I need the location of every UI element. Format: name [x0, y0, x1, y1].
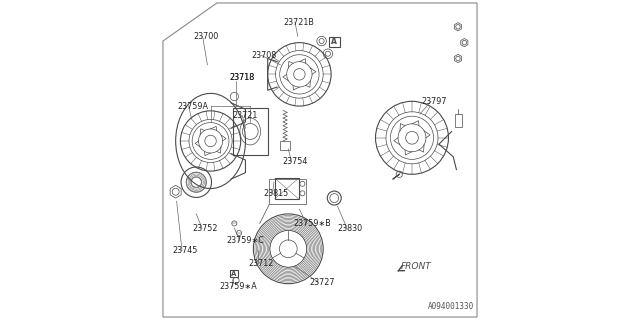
Text: 23727: 23727 [309, 278, 334, 287]
Text: 23718: 23718 [230, 73, 255, 82]
Text: 23759∗C: 23759∗C [227, 236, 264, 245]
Text: 23754: 23754 [282, 157, 307, 166]
Text: A: A [231, 271, 237, 276]
Text: A094001330: A094001330 [428, 302, 474, 311]
Text: 23721B: 23721B [284, 18, 314, 27]
Text: 23797: 23797 [422, 97, 447, 106]
Bar [269, 179, 306, 204]
Bar [280, 141, 290, 150]
Text: 23721: 23721 [233, 111, 258, 120]
Text: 23708: 23708 [252, 51, 277, 60]
Text: 23752: 23752 [193, 224, 218, 233]
Text: 23700: 23700 [193, 32, 218, 41]
Text: 23745: 23745 [173, 246, 198, 255]
Bar [275, 178, 299, 199]
Text: 23759∗A: 23759∗A [219, 282, 257, 292]
Text: A: A [332, 37, 337, 46]
Bar [328, 37, 340, 47]
Text: 23830: 23830 [337, 224, 363, 233]
Text: 23759∗B: 23759∗B [293, 219, 331, 228]
Bar [230, 270, 238, 277]
Text: FRONT: FRONT [401, 262, 431, 271]
Text: 23712: 23712 [248, 259, 274, 268]
Bar [455, 114, 462, 127]
Text: 23718: 23718 [230, 73, 255, 82]
Text: 23815: 23815 [263, 189, 288, 198]
Text: 23759A: 23759A [177, 101, 208, 111]
